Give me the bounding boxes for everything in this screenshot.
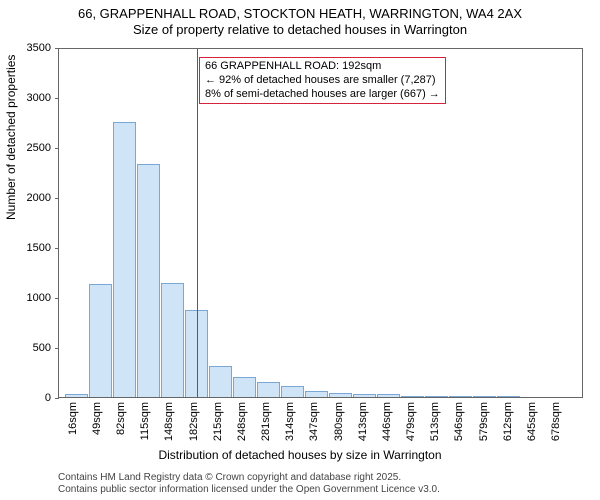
x-tick-label: 148sqm: [163, 402, 175, 441]
x-tick-label: 612sqm: [502, 402, 514, 441]
histogram-bar: [353, 394, 376, 398]
annotation-line2: ← 92% of detached houses are smaller (7,…: [205, 74, 440, 88]
property-marker-line: [197, 49, 198, 397]
y-tick-label: 3000: [27, 92, 51, 104]
x-tick-label: 347sqm: [308, 402, 320, 441]
histogram-bar: [449, 396, 472, 397]
x-tick-label: 479sqm: [405, 402, 417, 441]
y-tick-label: 1500: [27, 242, 51, 254]
histogram-bar: [329, 393, 352, 397]
y-tick-label: 1000: [27, 292, 51, 304]
x-tick-label: 678sqm: [550, 402, 562, 441]
x-axis-label: Distribution of detached houses by size …: [0, 448, 600, 462]
annotation-line3: 8% of semi-detached houses are larger (6…: [205, 88, 440, 102]
x-tick-label: 16sqm: [67, 402, 79, 435]
y-tick-label: 0: [45, 392, 51, 404]
x-tick-label: 115sqm: [139, 402, 151, 440]
x-tick-label: 281sqm: [260, 402, 272, 441]
chart-title-line2: Size of property relative to detached ho…: [0, 22, 600, 38]
x-tick-label: 49sqm: [91, 402, 103, 435]
histogram-bar: [473, 396, 496, 397]
x-tick-label: 413sqm: [357, 402, 369, 441]
histogram-bar: [401, 396, 424, 398]
footer-line1: Contains HM Land Registry data © Crown c…: [58, 472, 440, 484]
x-tick-label: 215sqm: [212, 402, 224, 441]
histogram-bar: [209, 366, 232, 397]
footer-line2: Contains public sector information licen…: [58, 484, 440, 496]
plot-area: 66 GRAPPENHALL ROAD: 192sqm ← 92% of det…: [58, 48, 583, 398]
x-tick-label: 546sqm: [453, 402, 465, 441]
y-tick-label: 500: [33, 342, 51, 354]
y-tick-label: 2000: [27, 192, 51, 204]
x-tick-label: 513sqm: [429, 402, 441, 441]
x-tick-label: 446sqm: [381, 402, 393, 441]
histogram-bar: [377, 394, 400, 397]
histogram-bar: [113, 122, 136, 397]
x-tick-label: 314sqm: [284, 402, 296, 441]
footer-attribution: Contains HM Land Registry data © Crown c…: [58, 472, 440, 496]
histogram-bar: [305, 391, 328, 397]
x-tick-label: 82sqm: [115, 402, 127, 435]
annotation-line1: 66 GRAPPENHALL ROAD: 192sqm: [205, 60, 440, 74]
y-ticks: 0500100015002000250030003500: [0, 48, 55, 398]
histogram-bar: [137, 164, 160, 397]
y-tick-label: 3500: [27, 42, 51, 54]
y-tick-label: 2500: [27, 142, 51, 154]
histogram-bar: [281, 386, 304, 397]
chart-container: 66, GRAPPENHALL ROAD, STOCKTON HEATH, WA…: [0, 0, 600, 500]
x-tick-label: 645sqm: [526, 402, 538, 441]
title-block: 66, GRAPPENHALL ROAD, STOCKTON HEATH, WA…: [0, 0, 600, 39]
annotation-box: 66 GRAPPENHALL ROAD: 192sqm ← 92% of det…: [199, 57, 446, 104]
chart-title-line1: 66, GRAPPENHALL ROAD, STOCKTON HEATH, WA…: [0, 6, 600, 22]
x-tick-label: 248sqm: [236, 402, 248, 441]
x-tick-label: 579sqm: [478, 402, 490, 441]
histogram-bar: [161, 283, 184, 397]
histogram-bar: [233, 377, 256, 397]
histogram-bar: [257, 382, 280, 397]
x-ticks: 16sqm 49sqm 82sqm 115sqm 148sqm 182sqm 215sqm 2…: [58, 398, 583, 448]
x-tick-label: 182sqm: [188, 402, 200, 441]
histogram-bar: [89, 284, 112, 397]
x-tick-label: 380sqm: [333, 402, 345, 441]
histogram-bar: [497, 396, 520, 397]
histogram-bar: [65, 394, 88, 397]
histogram-bar: [425, 396, 448, 397]
